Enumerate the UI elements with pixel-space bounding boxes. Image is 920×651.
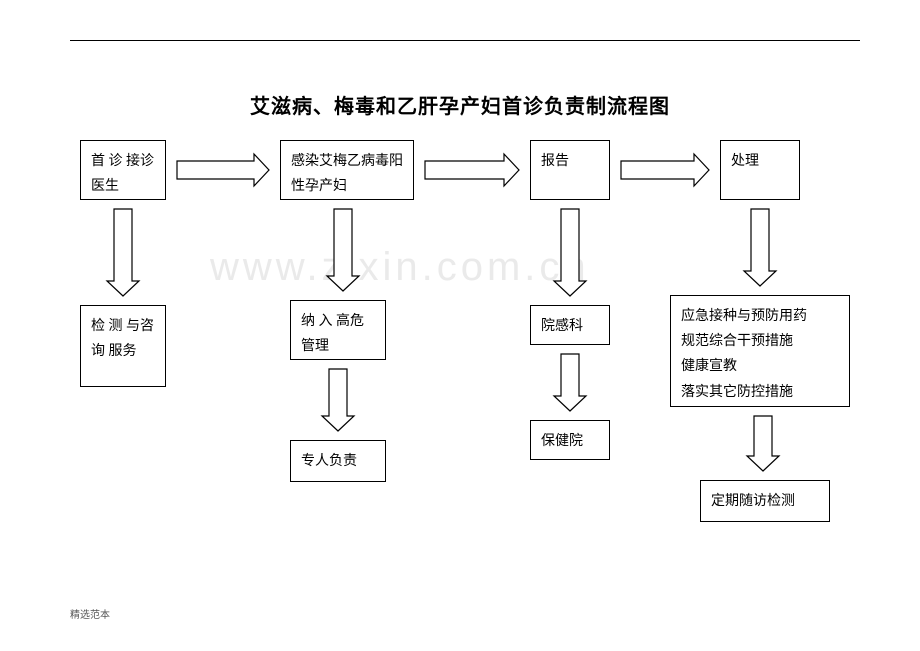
node-high-risk: 纳 入 高危管理 [290, 300, 386, 360]
arrow [620, 152, 710, 188]
arrow [325, 208, 361, 292]
arrow [552, 208, 588, 297]
watermark: www.zixin.com.cn [210, 245, 590, 290]
arrow [320, 368, 356, 432]
node-text: 定期随访检测 [711, 494, 795, 509]
page: 艾滋病、梅毒和乙肝孕产妇首诊负责制流程图 www.zixin.com.cn 首 … [0, 0, 920, 651]
arrow [424, 152, 520, 188]
node-hospital-infection: 院感科 [530, 305, 610, 345]
node-test-consult: 检 测 与咨 询 服务 [80, 305, 166, 387]
arrow [552, 353, 588, 412]
node-handle: 处理 [720, 140, 800, 200]
node-first-doctor: 首 诊 接诊医生 [80, 140, 166, 200]
node-text: 报告 [541, 154, 569, 169]
node-text: 纳 入 高危管理 [301, 314, 364, 354]
node-text: 首 诊 接诊医生 [91, 154, 154, 194]
measure-line: 规范综合干预措施 [681, 329, 839, 354]
arrow [176, 152, 270, 188]
node-followup: 定期随访检测 [700, 480, 830, 522]
arrow [105, 208, 141, 297]
node-infected-pregnant: 感染艾梅乙病毒阳性孕产妇 [280, 140, 414, 200]
arrow [745, 415, 781, 472]
node-dedicated: 专人负责 [290, 440, 386, 482]
measure-line: 应急接种与预防用药 [681, 304, 839, 329]
measure-line: 健康宣教 [681, 354, 839, 379]
node-text: 处理 [731, 154, 759, 169]
node-report: 报告 [530, 140, 610, 200]
arrow [742, 208, 778, 287]
footer-text: 精选范本 [70, 606, 110, 621]
measure-line: 落实其它防控措施 [681, 380, 839, 405]
node-text: 感染艾梅乙病毒阳性孕产妇 [291, 154, 403, 194]
node-text: 专人负责 [301, 454, 357, 469]
node-health-center: 保健院 [530, 420, 610, 460]
node-measures: 应急接种与预防用药 规范综合干预措施 健康宣教 落实其它防控措施 [670, 295, 850, 407]
top-rule [70, 40, 860, 41]
node-text: 检 测 与咨 询 服务 [91, 319, 154, 359]
diagram-title: 艾滋病、梅毒和乙肝孕产妇首诊负责制流程图 [0, 90, 920, 119]
node-text: 保健院 [541, 434, 583, 449]
node-text: 院感科 [541, 319, 583, 334]
